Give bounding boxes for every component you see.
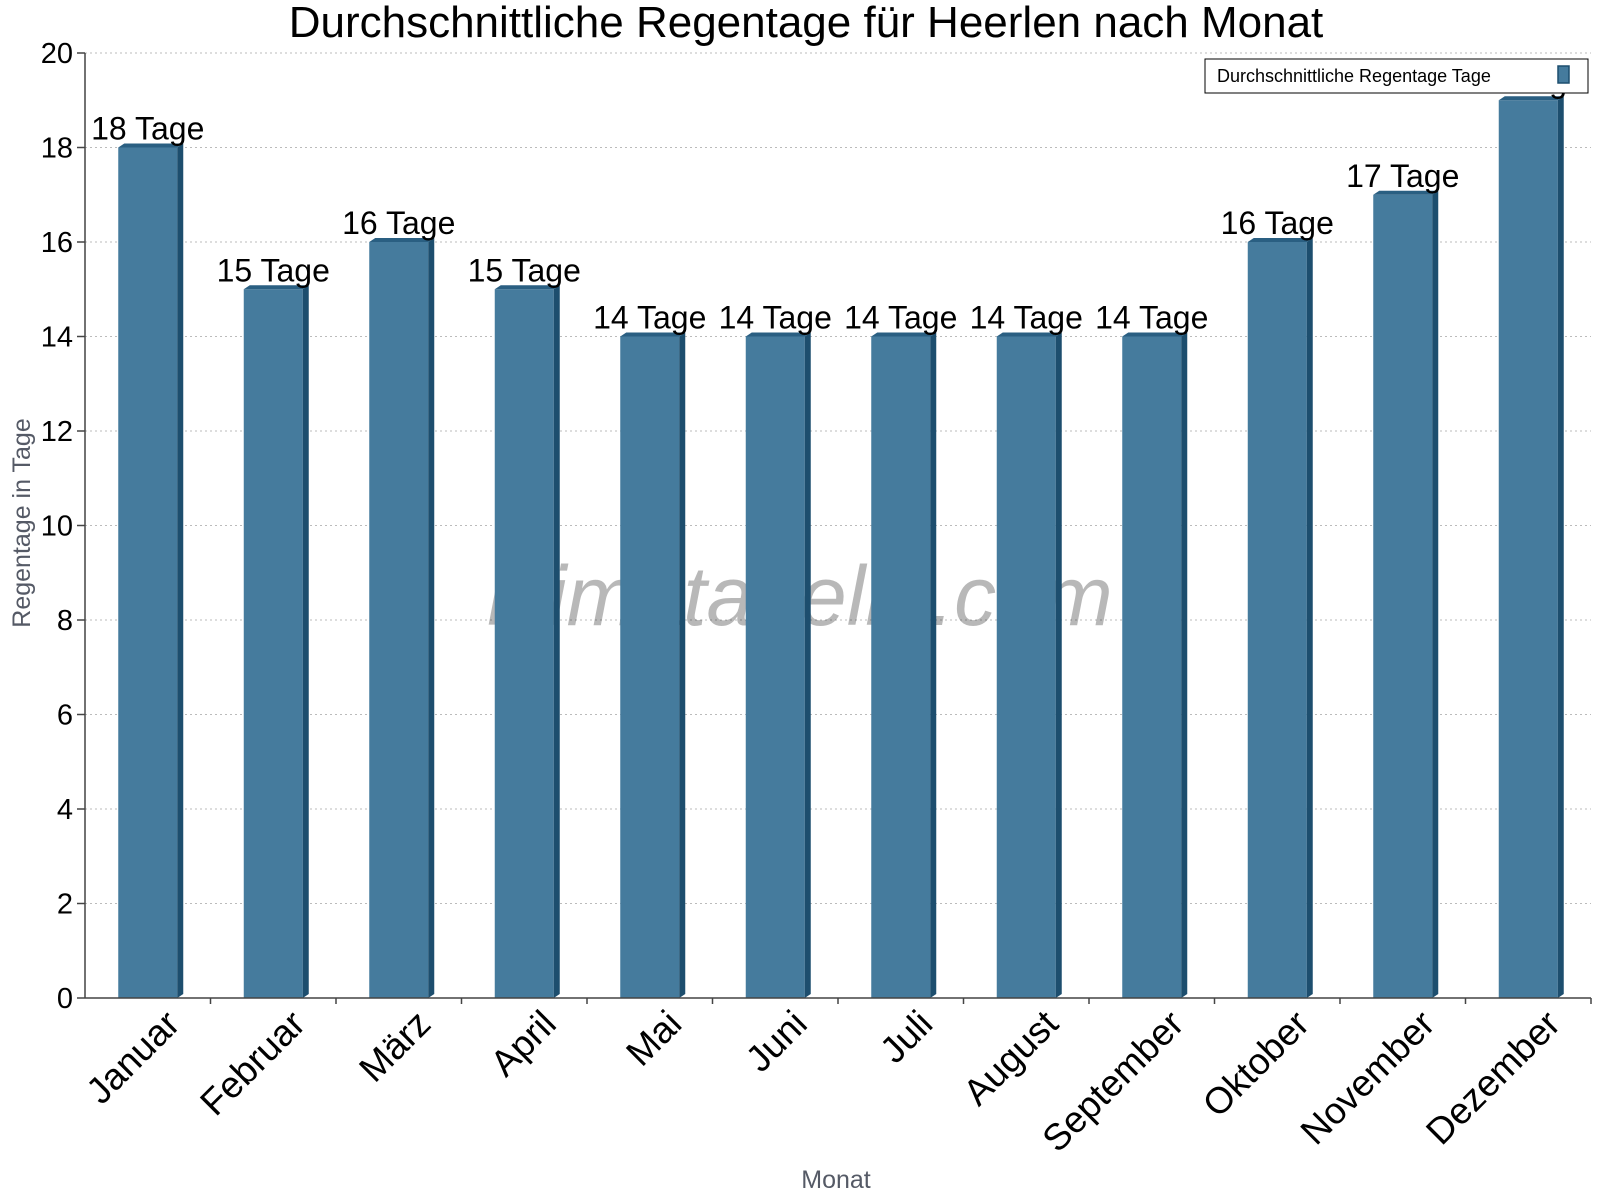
y-tick-label: 12 xyxy=(41,416,73,448)
x-tick-label: Februar xyxy=(192,1003,313,1124)
data-label: 14 Tage xyxy=(1095,300,1208,336)
bar-side xyxy=(177,143,184,998)
bar-top xyxy=(745,332,811,337)
bar-top xyxy=(1122,332,1188,337)
x-tick-label: Juli xyxy=(872,1003,940,1071)
y-tick-label: 10 xyxy=(41,511,73,543)
y-axis-title: Regentage in Tage xyxy=(8,418,36,627)
x-tick-label: Mai xyxy=(618,1003,689,1074)
bar xyxy=(494,289,554,998)
y-tick-label: 18 xyxy=(41,133,73,165)
legend-box xyxy=(1204,58,1589,94)
x-tick-label: Oktober xyxy=(1195,1003,1317,1125)
data-label: 14 Tage xyxy=(970,300,1083,336)
x-tick-label: April xyxy=(483,1003,564,1084)
data-label: 14 Tage xyxy=(593,300,706,336)
bar xyxy=(118,147,178,998)
bar xyxy=(243,289,303,998)
bar-side xyxy=(1181,332,1188,998)
x-tick-label: Dezember xyxy=(1418,1003,1568,1153)
y-tick-label: 2 xyxy=(57,889,73,921)
data-label: 14 Tage xyxy=(844,300,957,336)
bar-side xyxy=(679,332,686,998)
legend: Durchschnittliche Regentage Tage xyxy=(1204,58,1589,94)
data-labels: 18 Tage 15 Tage 16 Tage 15 Tage 14 Tage 14 Ta… xyxy=(91,63,1585,335)
bar-side xyxy=(302,285,309,998)
y-tick-label: 14 xyxy=(41,322,73,354)
x-axis-title: Monat xyxy=(801,1166,871,1194)
data-label: 16 Tage xyxy=(1221,205,1334,241)
bar xyxy=(1122,336,1182,998)
y-tick-label: 6 xyxy=(57,700,73,732)
bar-top xyxy=(620,332,686,337)
bar-top xyxy=(494,285,560,290)
bar-top xyxy=(1498,96,1564,101)
y-tick-label: 4 xyxy=(57,794,73,826)
bar-top xyxy=(1247,238,1313,242)
x-tick-label: Januar xyxy=(78,1003,187,1112)
bar-top xyxy=(243,285,309,290)
data-label: 15 Tage xyxy=(217,252,330,288)
data-label: 15 Tage xyxy=(468,252,581,288)
y-tick-label: 20 xyxy=(41,38,73,70)
y-tick-label: 0 xyxy=(57,983,73,1015)
bar-top xyxy=(996,332,1062,337)
bar xyxy=(871,336,931,998)
data-label: 16 Tage xyxy=(342,205,455,241)
chart-title: Durchschnittliche Regentage für Heerlen … xyxy=(289,0,1324,47)
y-tick-label: 16 xyxy=(41,227,73,259)
y-tick-label: 8 xyxy=(57,605,73,637)
bar-top xyxy=(118,143,184,148)
bar-top xyxy=(369,238,435,242)
x-ticks: Januar Februar März April Mai Juni Juli AugustS… xyxy=(78,998,1592,1160)
bar xyxy=(369,242,429,998)
bar-top xyxy=(1373,190,1439,195)
bar-side xyxy=(553,285,560,998)
y-ticks: 0 2 4 6 8 10 12 14 16 18 20 xyxy=(41,38,85,1015)
bar-side xyxy=(1557,96,1564,998)
data-label: 17 Tage xyxy=(1346,158,1459,194)
x-tick-label: August xyxy=(955,1002,1066,1113)
x-tick-label: Juni xyxy=(738,1003,815,1080)
x-tick-label: November xyxy=(1293,1003,1443,1153)
bar-side xyxy=(1055,332,1062,998)
bar xyxy=(1498,100,1558,998)
bar-side xyxy=(930,332,937,998)
bar-top xyxy=(871,332,937,337)
legend-label: Durchschnittliche Regentage Tage xyxy=(1217,66,1491,86)
bar-side xyxy=(1306,238,1313,998)
gridlines xyxy=(85,52,1591,904)
bar-side xyxy=(804,332,811,998)
bar-side xyxy=(1432,190,1439,998)
bar xyxy=(996,336,1056,998)
bars xyxy=(118,96,1564,998)
bar-side xyxy=(428,238,435,998)
bar xyxy=(620,336,680,998)
data-label: 14 Tage xyxy=(719,300,832,336)
bar xyxy=(1247,242,1307,998)
data-label: 18 Tage xyxy=(91,111,204,147)
bar xyxy=(1373,194,1433,998)
bar xyxy=(745,336,805,998)
legend-swatch xyxy=(1557,65,1570,84)
x-tick-label: März xyxy=(351,1003,438,1090)
